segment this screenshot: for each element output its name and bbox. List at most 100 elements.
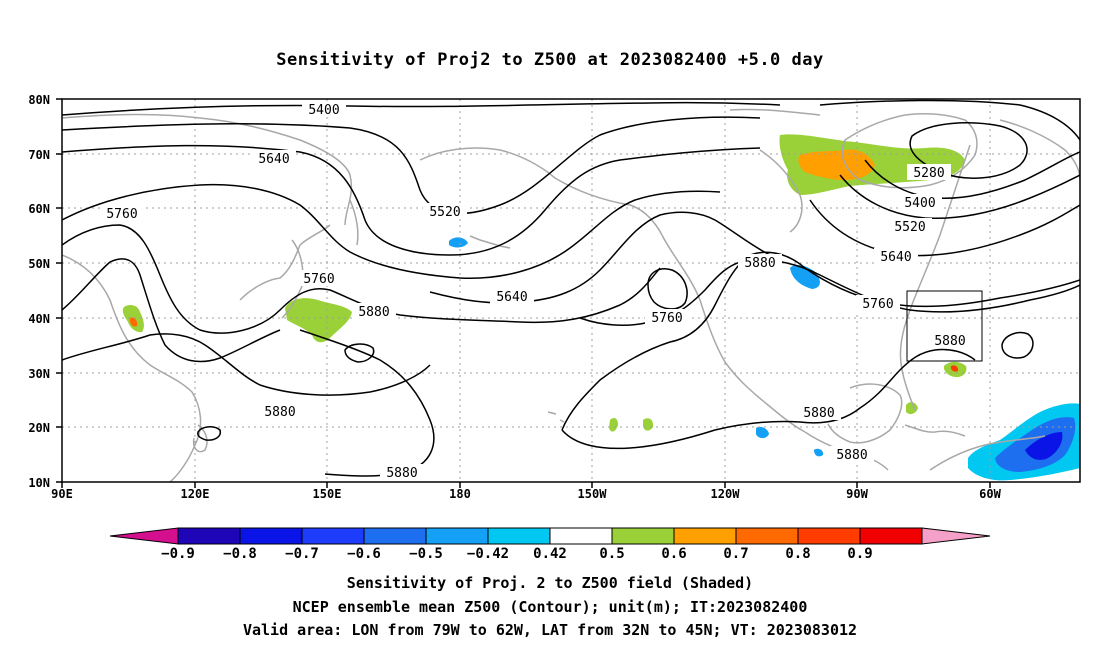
colorbar-segment bbox=[425, 527, 489, 545]
colorbar-segment bbox=[859, 527, 923, 545]
shade-blue-mexico-2 bbox=[814, 448, 824, 457]
lat-label: 40N bbox=[28, 312, 50, 326]
colorbar-label: 0.6 bbox=[661, 546, 686, 562]
contour-5400-north-loop bbox=[819, 99, 1080, 141]
contour-label: 5880 bbox=[803, 406, 834, 421]
map-title: Sensitivity of Proj2 to Z500 at 20230824… bbox=[276, 50, 824, 70]
shade-navy-south-atlantic bbox=[1025, 432, 1063, 460]
lon-label: 90E bbox=[51, 487, 73, 501]
contour-label: 5280 bbox=[913, 166, 944, 181]
colorbar-segment bbox=[177, 527, 241, 545]
coast-south-america bbox=[929, 435, 1046, 471]
coast-philippines bbox=[192, 424, 208, 453]
contour-5400-top bbox=[62, 101, 781, 116]
coast-sakhalin bbox=[349, 199, 359, 246]
contour-closed-pacific bbox=[647, 268, 688, 310]
contour-label: 5760 bbox=[106, 207, 137, 222]
contour-5880-mid bbox=[62, 224, 661, 334]
coast-arctic-islands bbox=[729, 108, 1080, 181]
lon-label: 120E bbox=[181, 487, 210, 501]
colorbar-label: −0.7 bbox=[285, 546, 319, 562]
colorbar-label: 0.5 bbox=[599, 546, 624, 562]
contour-5760-west bbox=[62, 183, 721, 279]
contour-label: 5880 bbox=[386, 466, 417, 481]
tick-marks bbox=[56, 98, 991, 488]
coast-aleutians bbox=[469, 235, 511, 249]
contour-5760-mid bbox=[62, 258, 281, 363]
contour-label: 5760 bbox=[303, 272, 334, 287]
contour-5880-hawaii-loop bbox=[561, 348, 976, 450]
contour-5400-atlantic bbox=[864, 151, 1080, 200]
colorbar-segment bbox=[239, 527, 303, 545]
colorbar-segment bbox=[673, 527, 737, 545]
contour-closed-japan bbox=[344, 343, 375, 363]
lat-label: 60N bbox=[28, 202, 50, 216]
contour-label: 5520 bbox=[429, 205, 460, 220]
lat-label: 80N bbox=[28, 93, 50, 107]
colorbar-segment bbox=[301, 527, 365, 545]
colorbar-label: 0.8 bbox=[785, 546, 810, 562]
lon-label: 180 bbox=[449, 487, 471, 501]
contour-5640-mid bbox=[429, 211, 771, 304]
lon-label: 90W bbox=[846, 487, 868, 501]
map-frame bbox=[61, 98, 1081, 483]
colorbar-label: −0.9 bbox=[161, 546, 195, 562]
lon-label: 120W bbox=[711, 487, 741, 501]
contour-5880-east bbox=[561, 251, 1080, 431]
coast-hawaii bbox=[547, 411, 565, 423]
contour-label: 5400 bbox=[904, 196, 935, 211]
contour-label: 5760 bbox=[862, 297, 893, 312]
shade-green-japan bbox=[285, 298, 352, 343]
contour-label: 5640 bbox=[880, 250, 911, 265]
colorbar-high-extend bbox=[921, 527, 991, 545]
lat-label: 50N bbox=[28, 257, 50, 271]
contour-closed-atlantic bbox=[1001, 331, 1034, 359]
shade-green-caribbean bbox=[906, 402, 918, 415]
shade-blue-mexico-1 bbox=[756, 426, 769, 439]
contour-label: 5880 bbox=[934, 334, 965, 349]
lat-label: 30N bbox=[28, 367, 50, 381]
colorbar-segment bbox=[363, 527, 427, 545]
shade-orange-asia bbox=[129, 317, 138, 327]
contour-label: 5880 bbox=[358, 305, 389, 320]
colorbar-label: 0.42 bbox=[533, 546, 567, 562]
lon-label: 60W bbox=[979, 487, 1001, 501]
contour-closed-philippines bbox=[197, 426, 222, 441]
shade-green-pacific-1 bbox=[609, 417, 618, 432]
caption-line-1: Sensitivity of Proj. 2 to Z500 field (Sh… bbox=[346, 574, 754, 592]
lon-label: 150E bbox=[313, 487, 342, 501]
contour-5880-south bbox=[299, 329, 435, 477]
colorbar-label: 0.7 bbox=[723, 546, 748, 562]
colorbar-label: −0.8 bbox=[223, 546, 257, 562]
caption-line-2: NCEP ensemble mean Z500 (Contour); unit(… bbox=[292, 598, 808, 616]
lon-labels: 90E 120E 150E 180 150W 120W 90W 60W bbox=[51, 487, 1001, 501]
coast-caribbean bbox=[904, 424, 966, 437]
lat-lon-grid bbox=[62, 99, 1080, 482]
colorbar-low-extend bbox=[109, 527, 179, 545]
lat-label: 20N bbox=[28, 421, 50, 435]
lon-label: 150W bbox=[578, 487, 608, 501]
coast-greenland bbox=[841, 113, 978, 189]
lat-labels: 80N 70N 60N 50N 40N 30N 20N 10N bbox=[28, 93, 50, 490]
contour-5880-low bbox=[62, 333, 431, 396]
contour-label: 5880 bbox=[836, 448, 867, 463]
valid-area-box bbox=[906, 290, 983, 362]
colorbar-label: −0.5 bbox=[409, 546, 443, 562]
colorbar: −0.9 −0.8 −0.7 −0.6 −0.5 −0.42 0.42 0.5 0.6 0.7 0.… bbox=[109, 527, 991, 562]
coast-north-asia bbox=[62, 113, 353, 226]
colorbar-segment bbox=[797, 527, 861, 545]
colorbar-label: −0.6 bbox=[347, 546, 381, 562]
contour-label: 5880 bbox=[744, 256, 775, 271]
shaded-sensitivity bbox=[122, 134, 1080, 481]
contour-5640-north bbox=[62, 144, 761, 256]
coast-hudson-bay bbox=[759, 149, 803, 233]
contour-5520-north bbox=[62, 116, 761, 215]
shade-orange-north-atlantic bbox=[798, 149, 875, 180]
contour-label: 5400 bbox=[308, 103, 339, 118]
colorbar-segment bbox=[549, 527, 613, 545]
contour-5520-atlantic bbox=[839, 174, 1080, 220]
coast-alaska bbox=[419, 147, 663, 236]
coast-gulf-mexico bbox=[827, 383, 903, 444]
contour-label: 5640 bbox=[258, 152, 289, 167]
